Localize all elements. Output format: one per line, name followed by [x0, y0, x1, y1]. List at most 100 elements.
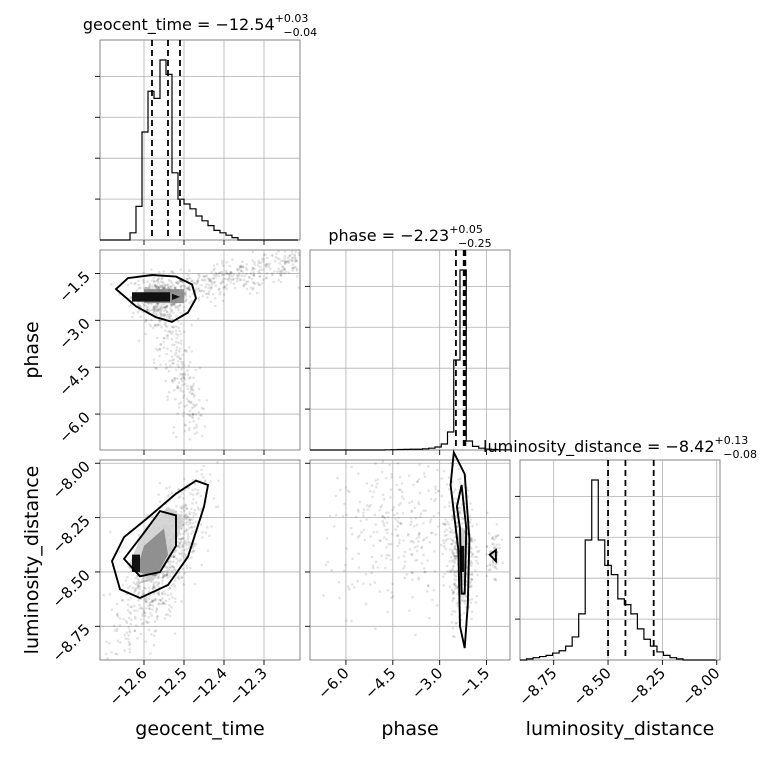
sample-point — [166, 570, 170, 574]
sample-point — [442, 522, 446, 526]
sample-point — [178, 304, 182, 307]
sample-point — [294, 260, 297, 263]
sample-point — [153, 280, 156, 284]
sample-point — [219, 282, 223, 285]
sample-point — [401, 511, 405, 515]
sample-point — [189, 385, 193, 388]
sample-point — [137, 283, 140, 287]
sample-point — [270, 272, 274, 275]
sample-point — [172, 302, 175, 306]
sample-point — [155, 305, 158, 309]
sample-point — [343, 502, 346, 506]
sample-point — [183, 292, 187, 295]
sample-point — [454, 570, 457, 574]
sample-point — [410, 553, 414, 556]
sample-point — [456, 604, 460, 608]
sample-point — [179, 537, 183, 540]
sample-point — [209, 300, 213, 304]
sample-point — [392, 506, 396, 509]
sample-point — [183, 286, 187, 289]
sample-point — [134, 587, 137, 590]
sample-point — [203, 275, 206, 279]
density-fill — [136, 528, 168, 577]
sample-point — [126, 609, 130, 612]
sample-point — [431, 598, 434, 602]
sample-point — [389, 488, 393, 492]
sample-point — [231, 278, 235, 281]
sample-point — [141, 612, 144, 616]
sample-point — [444, 523, 447, 527]
sample-point — [141, 589, 145, 593]
sample-point — [158, 286, 161, 289]
sample-point — [453, 581, 457, 585]
sample-point — [291, 256, 295, 259]
sample-point — [410, 539, 414, 543]
sample-point — [157, 602, 161, 605]
sample-point — [168, 598, 171, 601]
sample-point — [165, 570, 168, 573]
sample-point — [185, 528, 188, 531]
sample-point — [191, 384, 194, 388]
sample-point — [417, 500, 420, 504]
sample-point — [245, 263, 248, 266]
sample-point — [164, 570, 167, 573]
sample-point — [154, 324, 157, 327]
sample-point — [255, 291, 259, 295]
sample-point — [166, 398, 169, 402]
sample-point — [193, 482, 197, 486]
sample-point — [264, 263, 268, 266]
sample-point — [206, 292, 209, 295]
sample-point — [158, 309, 161, 312]
sample-point — [133, 604, 136, 608]
sample-point — [132, 311, 135, 315]
sample-point — [213, 280, 217, 284]
sample-point — [454, 621, 457, 625]
sample-point — [454, 556, 457, 559]
sample-point — [165, 352, 169, 356]
sample-point — [172, 555, 175, 558]
sample-point — [209, 480, 212, 483]
sample-point — [450, 559, 454, 562]
sample-point — [181, 507, 184, 511]
sample-point — [124, 637, 128, 640]
sample-point — [384, 528, 388, 532]
sample-point — [194, 288, 197, 291]
sample-point — [116, 615, 120, 618]
sample-point — [156, 308, 160, 311]
sample-point — [428, 520, 432, 524]
sample-point — [186, 515, 189, 518]
sample-point — [179, 389, 182, 393]
sample-point — [180, 551, 184, 555]
sample-point — [159, 319, 162, 323]
sample-point — [144, 620, 148, 623]
sample-point — [173, 286, 176, 290]
sample-point — [137, 287, 141, 290]
sample-point — [458, 481, 462, 484]
x-tick-label: −8.00 — [678, 664, 723, 709]
sample-point — [443, 544, 446, 548]
sample-point — [238, 265, 241, 269]
sample-point — [170, 304, 173, 308]
sample-point — [458, 511, 462, 514]
sample-point — [180, 537, 184, 541]
contour-phase-vs-geocent-time — [114, 274, 198, 323]
sample-point — [386, 515, 390, 519]
sample-point — [157, 603, 160, 606]
sample-point — [468, 598, 472, 602]
sample-point — [144, 579, 148, 583]
sample-point — [453, 555, 457, 558]
sample-point — [190, 279, 193, 283]
sample-point — [140, 623, 144, 626]
sample-point — [287, 271, 291, 275]
sample-point — [112, 624, 116, 628]
sample-point — [187, 364, 191, 368]
sample-point — [150, 614, 154, 617]
sample-point — [124, 619, 128, 623]
sample-point — [424, 570, 427, 574]
sample-point — [178, 281, 181, 284]
sample-point — [128, 610, 132, 614]
sample-point — [345, 619, 348, 623]
sample-point — [213, 267, 216, 270]
sample-point — [485, 574, 489, 578]
sample-point — [128, 629, 131, 632]
